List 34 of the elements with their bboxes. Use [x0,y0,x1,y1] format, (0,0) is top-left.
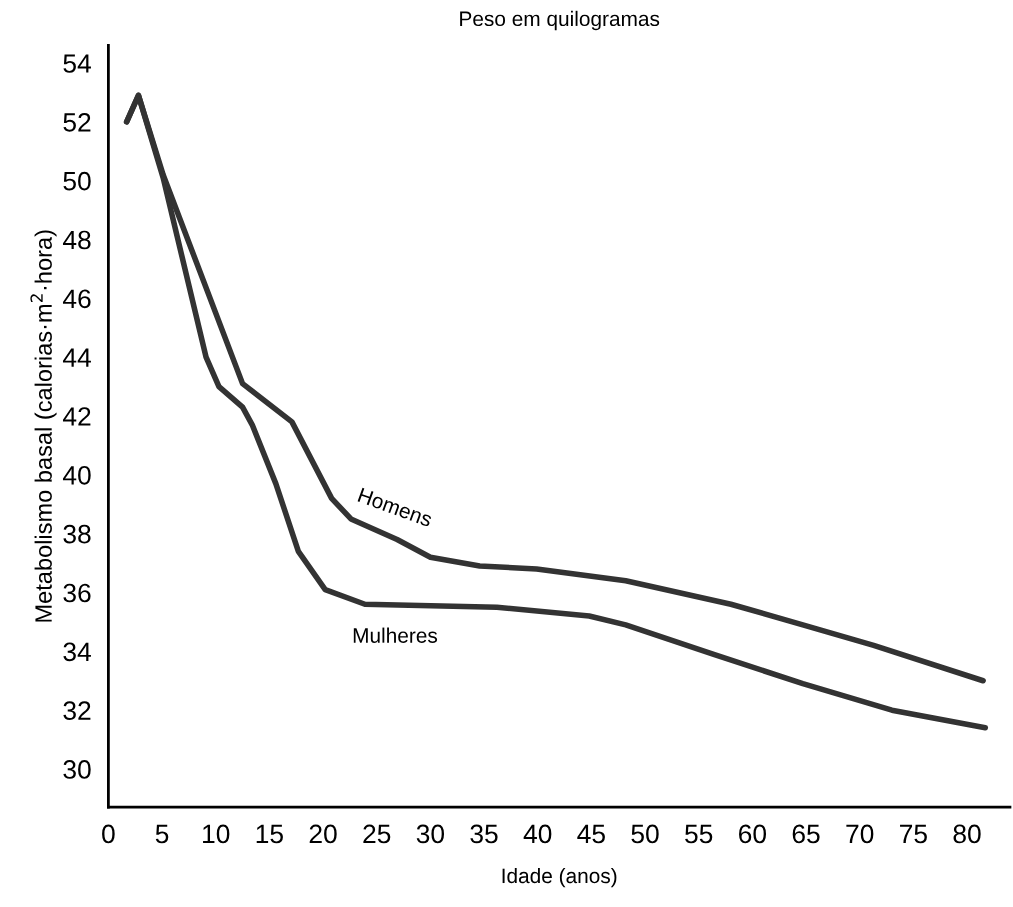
x-tick-label: 65 [792,824,820,844]
y-tick-label: 36 [63,583,91,603]
x-tick-label: 10 [203,824,230,844]
x-tick-label: 45 [577,824,605,844]
y-tick-label: 52 [63,112,91,132]
y-tick-label: 40 [62,465,91,485]
y-tick-label: 34 [63,642,91,662]
x-tick-label: 70 [846,824,874,844]
y-tick-label: 46 [62,289,91,309]
y-tick-label: 48 [62,230,91,250]
y-tick-label: 44 [62,348,91,367]
x-tick-label: 75 [900,824,927,844]
x-tick-label: 15 [256,824,283,844]
x-tick-label: 0 [102,824,115,844]
y-tick-label: 54 [63,54,91,73]
series-label: Mulheres [353,627,438,643]
y-tick-label: 32 [63,701,91,720]
chart-title: Peso em quilogramas [460,10,660,31]
x-tick-label: 20 [309,824,337,844]
x-tick-label: 80 [953,824,981,844]
y-tick-label: 50 [63,171,91,191]
x-tick-label: 60 [739,824,767,844]
y-tick-label: 38 [63,524,91,544]
x-axis-title: Idade (anos) [502,867,617,888]
x-tick-label: 25 [363,824,391,844]
y-tick-label: 30 [63,760,91,779]
y-axis-title: Metabolismo basal (calorias·m$^{2}$·hora) [30,230,57,622]
x-tick-label: 40 [523,824,552,844]
x-tick-label: 55 [685,824,713,844]
x-tick-label: 30 [416,824,445,844]
y-tick-label: 42 [62,407,91,426]
x-tick-label: 35 [470,824,498,844]
x-tick-label: 5 [155,824,169,844]
x-tick-label: 50 [631,824,659,844]
